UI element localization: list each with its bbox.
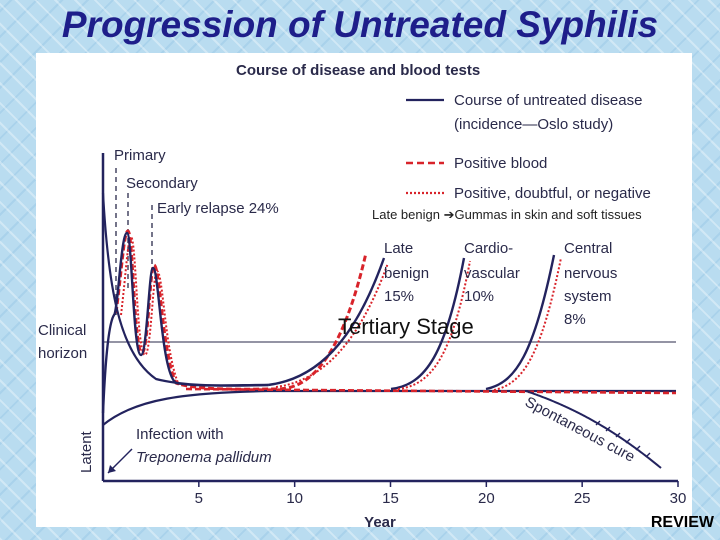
- legend-label-disease: Course of untreated disease: [454, 92, 642, 109]
- cns-line: [485, 254, 556, 391]
- chart-svg: Course of disease and blood tests Course…: [38, 62, 687, 527]
- x-tick-label: 10: [286, 490, 303, 507]
- x-ticks: 5 10 15 20 25 30: [195, 481, 687, 507]
- outcome-cardio-3: 10%: [464, 288, 494, 305]
- positive-blood-latent: [185, 387, 677, 395]
- x-tick-label: 5: [195, 490, 203, 507]
- y-axis-label: Latent: [78, 430, 95, 473]
- chart-title: Course of disease and blood tests: [236, 62, 480, 79]
- spontaneous-cure-label: Spontaneous cure: [522, 394, 637, 466]
- early-relapse-label: Early relapse 24%: [157, 200, 279, 217]
- late-benign-line: [267, 257, 386, 387]
- x-tick-label: 15: [382, 490, 399, 507]
- chart-panel: Course of disease and blood tests Course…: [36, 53, 692, 527]
- series-lines: [101, 192, 677, 469]
- legend-label-disease-sub: (incidence—Oslo study): [454, 116, 613, 133]
- infection-label-2: Treponema pallidum: [136, 449, 272, 466]
- x-tick-label: 30: [670, 490, 687, 507]
- outcome-late-benign-2: benign: [384, 265, 429, 282]
- outcome-cns-3: system: [564, 288, 612, 305]
- infection-label-1: Infection with: [136, 426, 224, 443]
- horizon-label-2: horizon: [38, 345, 87, 362]
- legend-label-doubtful: Positive, doubtful, or negative: [454, 185, 651, 202]
- outcome-late-benign-1: Late: [384, 240, 413, 257]
- x-tick-label: 20: [478, 490, 495, 507]
- x-tick-label: 25: [574, 490, 591, 507]
- x-axis-label: Year: [364, 514, 396, 527]
- outcome-cns-4: 8%: [564, 311, 586, 328]
- review-label: REVIEW: [650, 514, 714, 531]
- tertiary-stage-label: Tertiary Stage: [338, 314, 474, 339]
- latent-rise-line: [102, 389, 676, 426]
- late-benign-note-prefix: Late benign: [372, 207, 444, 222]
- legend-label-positive-blood: Positive blood: [454, 155, 547, 172]
- slide-title: Progression of Untreated Syphilis: [61, 4, 659, 45]
- cardiovascular-positive: [397, 260, 471, 390]
- outcome-cns-2: nervous: [564, 265, 617, 282]
- late-benign-positive: [275, 262, 389, 388]
- horizon-label-1: Clinical: [38, 322, 86, 339]
- positive-blood-early-line: [114, 229, 368, 391]
- late-benign-note-suffix: Gummas in skin and soft tissues: [454, 207, 642, 222]
- outcome-cns-1: Central: [564, 240, 612, 257]
- outcome-cardio-1: Cardio-: [464, 240, 513, 257]
- note-arrow-icon: ➔: [443, 207, 455, 222]
- spontaneous-cure-line: [525, 390, 662, 469]
- outcome-late-benign-3: 15%: [384, 288, 414, 305]
- cardiovascular-line: [390, 257, 466, 391]
- late-benign-note: Late benign ➔Gummas in skin and soft tis…: [372, 207, 642, 223]
- secondary-label: Secondary: [126, 175, 198, 192]
- disease-initial-decay: [101, 192, 269, 387]
- infection-arrowhead: [108, 465, 116, 473]
- primary-label: Primary: [114, 147, 166, 164]
- legend: Course of untreated disease (incidence—O…: [406, 92, 651, 202]
- outcome-cardio-2: vascular: [464, 265, 520, 282]
- spontaneous-cure-ticks: [595, 420, 651, 458]
